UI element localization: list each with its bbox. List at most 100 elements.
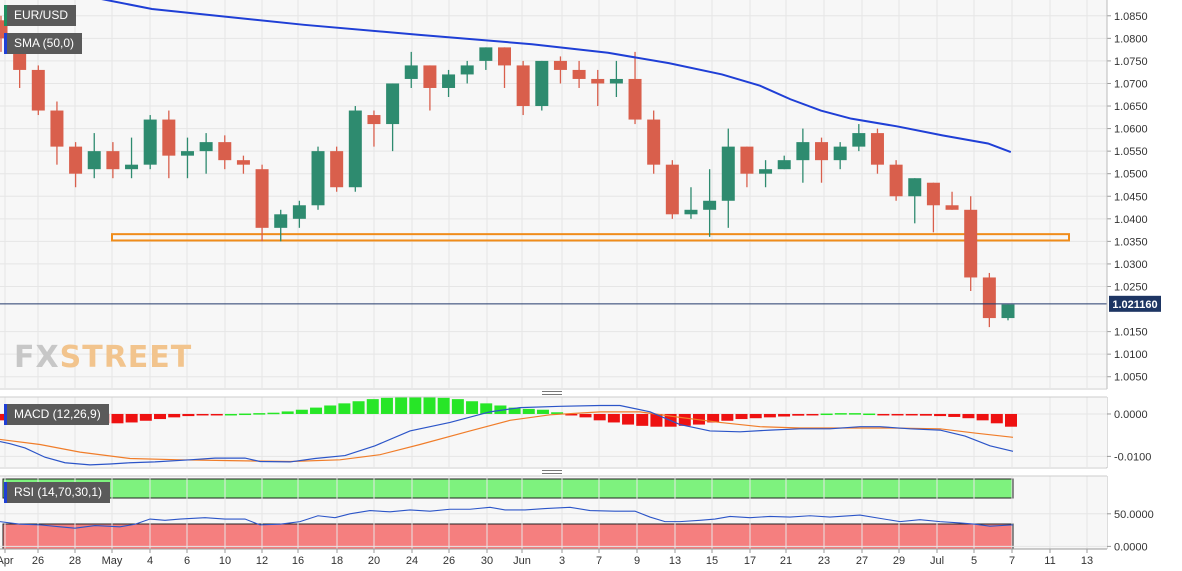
price-tick-label: 1.0150 (1114, 327, 1148, 339)
macd-hist-bar (650, 413, 663, 427)
candle-body (87, 151, 101, 170)
macd-legend-marker (4, 404, 7, 425)
rsi-lines (0, 506, 1014, 529)
candle-body (236, 160, 250, 165)
macd-hist-bar (423, 397, 436, 414)
macd-hist-bar (409, 397, 422, 414)
candle-body (274, 214, 288, 228)
rsi-tick-label: 0.0000 (1114, 541, 1148, 553)
watermark-part2: STREET (59, 340, 193, 375)
candle-body (311, 151, 325, 206)
support-zone-rect (111, 233, 1070, 242)
price-plot-background (0, 0, 1107, 388)
macd-hist-bar (990, 413, 1003, 424)
candle-body (460, 65, 474, 75)
macd-panel: 0.0000 -0.0100 (0, 397, 1151, 467)
macd-hist-bar (848, 413, 861, 415)
x-tick-label: 12 (256, 555, 268, 567)
candle-body (255, 169, 269, 228)
macd-hist-bar (962, 413, 975, 419)
macd-hist-bar (1005, 413, 1017, 427)
candle-body (964, 209, 978, 278)
candle-body (162, 119, 176, 156)
x-tick-label: 30 (481, 555, 493, 567)
macd-hist-bar (466, 401, 479, 414)
x-tick-label: 15 (706, 555, 718, 567)
macd-hist-bar (182, 413, 195, 417)
x-tick-label: 10 (219, 555, 231, 567)
sma-line (101, 0, 1012, 153)
x-tick-label: Jul (930, 555, 944, 567)
price-tick-label: 1.0250 (1114, 281, 1148, 293)
rsi-legend[interactable]: RSI (14,70,30,1) (4, 482, 111, 503)
x-tick-label: 29 (893, 555, 905, 567)
rsi-axis: 50.0000 0.0000 (1107, 509, 1154, 553)
rsi-panel: 50.0000 0.0000 (0, 476, 1154, 553)
x-tick-label: 6 (184, 555, 190, 567)
price-tick-label: 1.0550 (1114, 146, 1148, 158)
candle-body (442, 74, 456, 88)
candle-body (572, 69, 586, 79)
candle-body (908, 178, 922, 197)
macd-hist-bar (437, 397, 450, 414)
symbol-legend[interactable]: EUR/USD (4, 5, 77, 26)
macd-hist-bar (310, 407, 323, 414)
candle-body (404, 65, 418, 79)
x-tick-label: 13 (1081, 555, 1093, 567)
panel-dividers (0, 388, 1182, 477)
x-tick-label: 7 (1009, 555, 1015, 567)
candle-body (31, 69, 45, 111)
macd-hist-bar (253, 413, 266, 415)
candle-body (740, 146, 754, 174)
candle-body (647, 119, 661, 165)
macd-hist-bar (508, 407, 521, 414)
macd-hist-bar (749, 413, 762, 419)
candle-body (777, 160, 791, 170)
last-price-tag (1109, 295, 1161, 312)
macd-hist-bar (565, 413, 578, 416)
candle-body (292, 205, 306, 219)
macd-hist-bar (324, 405, 337, 414)
candle-body (386, 83, 400, 125)
x-tick-label: 27 (856, 555, 868, 567)
x-tick-label: 26 (443, 555, 455, 567)
macd-hist-bar (948, 413, 961, 417)
x-tick-label: 4 (147, 555, 153, 567)
x-tick-label: 9 (634, 555, 640, 567)
sma-legend[interactable]: SMA (50,0) (4, 33, 83, 54)
macd-hist-bar (395, 397, 408, 414)
sma-legend-label: SMA (50,0) (14, 36, 75, 50)
macd-legend-label: MACD (12,26,9) (14, 407, 101, 421)
candle-body (106, 151, 120, 170)
macd-hist-bar (196, 413, 209, 416)
macd-legend[interactable]: MACD (12,26,9) (4, 404, 109, 425)
candle-body (143, 119, 157, 165)
macd-hist-bar (267, 412, 280, 415)
price-tick-label: 1.0650 (1114, 101, 1148, 113)
candle-body (423, 65, 437, 88)
symbol-legend-marker (4, 5, 7, 26)
price-tick-label: 1.0400 (1114, 214, 1148, 226)
macd-hist-bar (352, 401, 365, 414)
candle-body (50, 110, 64, 147)
price-tick-label: 1.0450 (1114, 191, 1148, 203)
macd-hist-bar (905, 413, 918, 416)
candle-body (367, 115, 381, 125)
x-tick-label: 21 (780, 555, 792, 567)
candle-body (833, 146, 847, 161)
candle-body (852, 133, 866, 147)
macd-axis: 0.0000 -0.0100 (1107, 409, 1151, 463)
rsi-oversold-zone (2, 523, 1014, 550)
candle-body (815, 142, 829, 161)
macd-hist-bar (168, 413, 181, 418)
price-tick-label: 1.0100 (1114, 349, 1148, 361)
x-tick-label: 28 (69, 555, 81, 567)
macd-hist-bar (380, 397, 393, 414)
price-tick-label: 1.0750 (1114, 56, 1148, 68)
fxstreet-watermark: FXSTREET (14, 340, 192, 375)
candle-body (1001, 304, 1015, 319)
rsi-grid (0, 476, 1107, 549)
macd-tick-label: -0.0100 (1114, 451, 1151, 463)
macd-hist-bar (763, 413, 776, 418)
macd-plot-background (0, 397, 1107, 467)
